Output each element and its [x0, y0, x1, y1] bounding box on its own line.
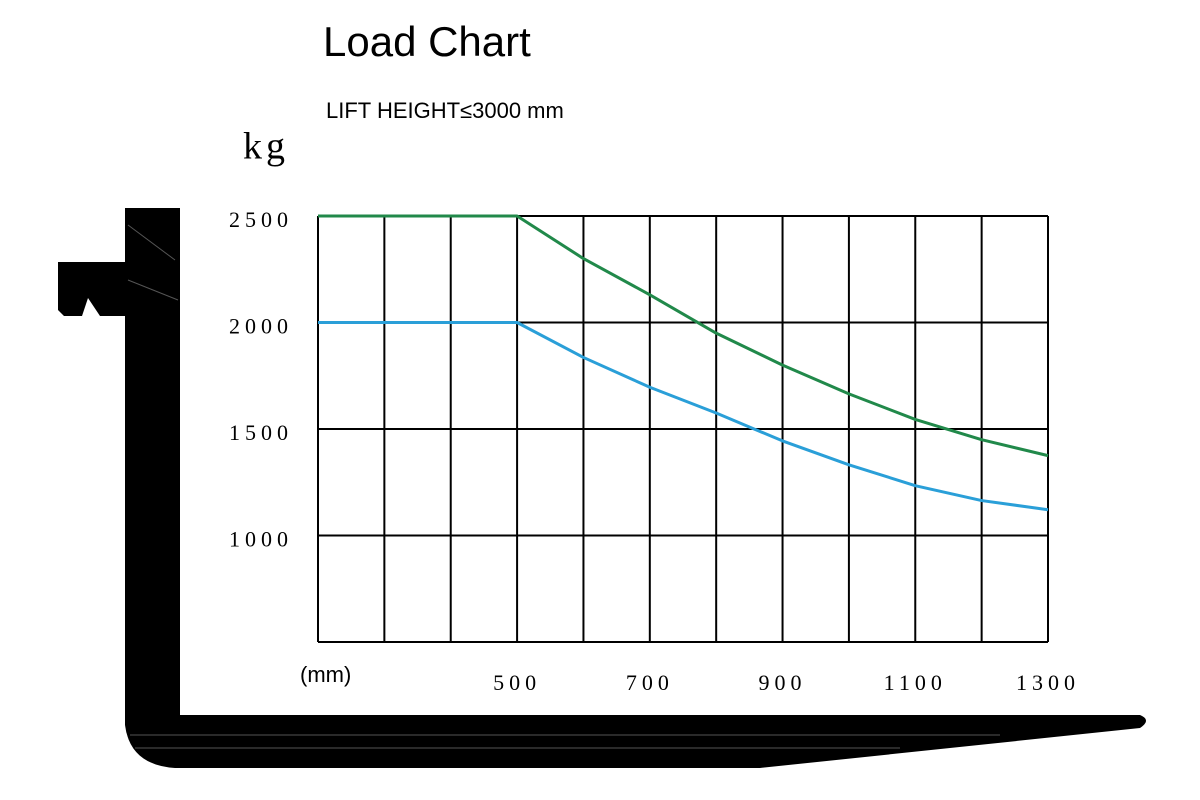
data-line — [318, 321, 1049, 512]
x-tick-label: 1300 — [1016, 670, 1080, 695]
y-tick-label: 1000 — [229, 527, 293, 552]
data-line — [318, 214, 1049, 458]
x-tick-label: 500 — [493, 670, 541, 695]
x-tick-label: 700 — [626, 670, 674, 695]
y-tick-label: 2500 — [229, 207, 293, 232]
chart-subtitle: LIFT HEIGHT≤3000 mm — [326, 98, 564, 123]
x-axis-label: (mm) — [300, 662, 351, 687]
y-axis-label: kg — [243, 126, 289, 168]
x-tick-label: 900 — [759, 670, 807, 695]
x-tick-label: 1100 — [884, 670, 947, 695]
y-tick-label: 1500 — [229, 420, 293, 445]
chart-title: Load Chart — [323, 18, 531, 65]
fork-graphic — [58, 208, 1146, 768]
y-tick-label: 2000 — [229, 314, 293, 339]
